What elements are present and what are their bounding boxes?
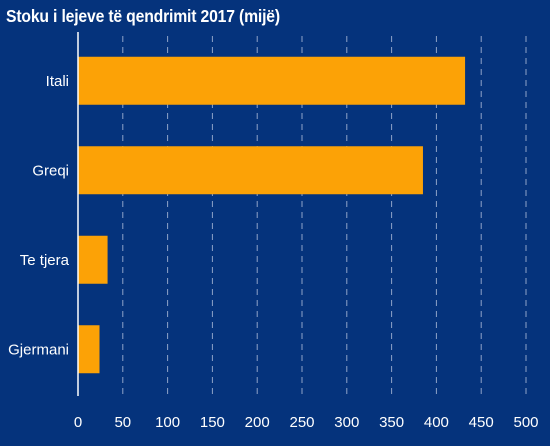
x-tick-label-450: 450	[469, 414, 494, 431]
labels: 0 50 100 150 200 250 300 350 400 450 500 Itali Greqi…	[8, 73, 538, 431]
chart-title: Stoku i lejeve të qendrimit 2017 (mijë)	[6, 6, 280, 26]
bar-gjermani	[78, 325, 100, 374]
grid-lines	[122, 36, 527, 396]
category-label-gjermani: Gjermani	[8, 341, 69, 358]
x-tick-label-200: 200	[245, 414, 270, 431]
category-label-itali: Itali	[46, 73, 69, 90]
category-label-te-tjera: Te tjera	[20, 252, 70, 269]
x-tick-label-0: 0	[74, 414, 82, 431]
bar-itali	[78, 56, 466, 105]
bar-greqi	[78, 146, 423, 195]
x-tick-label-250: 250	[289, 414, 314, 431]
x-tick-label-300: 300	[334, 414, 359, 431]
x-tick-label-150: 150	[200, 414, 225, 431]
x-tick-label-100: 100	[155, 414, 180, 431]
x-tick-label-500: 500	[513, 414, 538, 431]
x-tick-label-400: 400	[424, 414, 449, 431]
x-tick-label-50: 50	[114, 414, 131, 431]
bars	[78, 56, 466, 374]
x-tick-label-350: 350	[379, 414, 404, 431]
bar-te-tjera	[78, 235, 108, 284]
category-label-greqi: Greqi	[32, 162, 69, 179]
